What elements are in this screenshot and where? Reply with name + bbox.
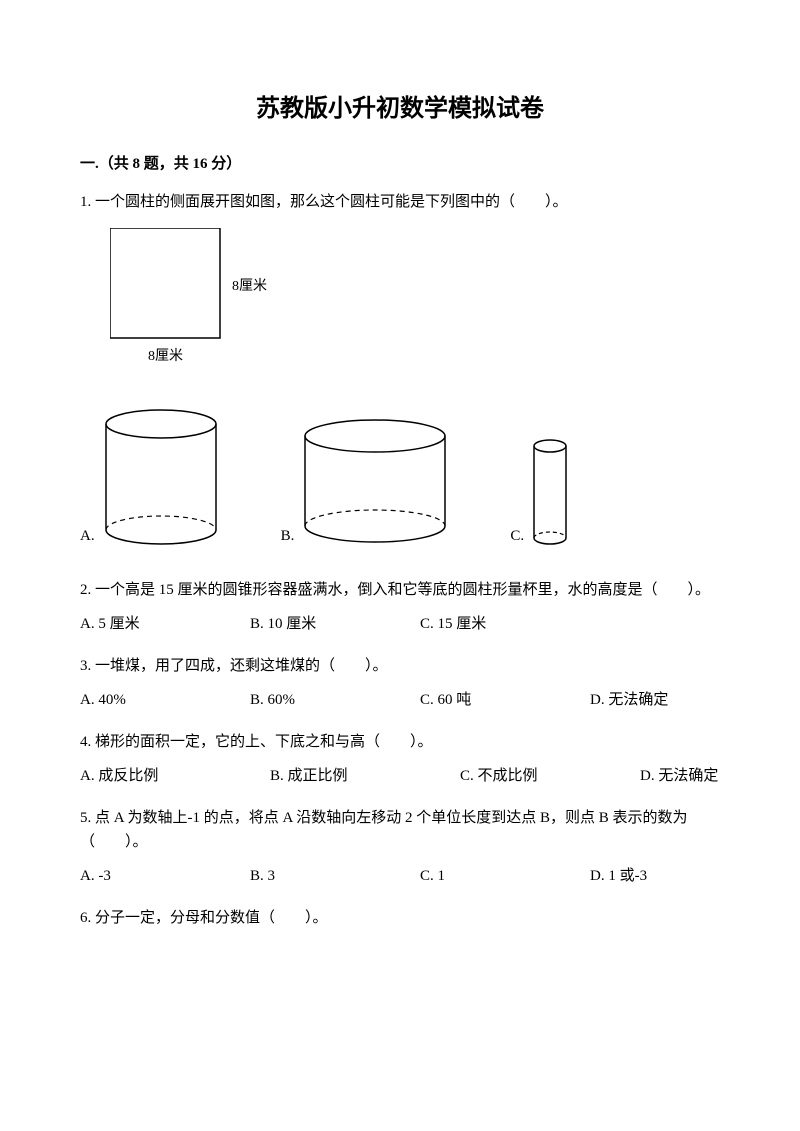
q2-opt-b: B. 10 厘米 [250, 612, 420, 636]
section-header: 一.（共 8 题，共 16 分） [80, 152, 720, 176]
q1-opt-c-label: C. [510, 524, 524, 548]
question-5: 5. 点 A 为数轴上-1 的点，将点 A 沿数轴向左移动 2 个单位长度到达点… [80, 806, 720, 888]
q2-opt-a: A. 5 厘米 [80, 612, 250, 636]
q3-opt-b: B. 60% [250, 688, 420, 712]
question-2: 2. 一个高是 15 厘米的圆锥形容器盛满水，倒入和它等底的圆柱形量杯里，水的高… [80, 578, 720, 636]
square-svg: 8厘米 8厘米 [110, 228, 310, 378]
q5-text: 5. 点 A 为数轴上-1 的点，将点 A 沿数轴向左移动 2 个单位长度到达点… [80, 806, 720, 854]
question-6: 6. 分子一定，分母和分数值（ ）。 [80, 906, 720, 930]
q2-options: A. 5 厘米 B. 10 厘米 C. 15 厘米 [80, 612, 720, 636]
question-3: 3. 一堆煤，用了四成，还剩这堆煤的（ ）。 A. 40% B. 60% C. … [80, 654, 720, 712]
q2-opt-c: C. 15 厘米 [420, 612, 590, 636]
q5-opt-d: D. 1 或-3 [590, 864, 710, 888]
q4-text: 4. 梯形的面积一定，它的上、下底之和与高（ ）。 [80, 730, 720, 754]
question-4: 4. 梯形的面积一定，它的上、下底之和与高（ ）。 A. 成反比例 B. 成正比… [80, 730, 720, 788]
q3-opt-a: A. 40% [80, 688, 250, 712]
q3-opt-c: C. 60 吨 [420, 688, 590, 712]
q1-opt-b-label: B. [281, 524, 295, 548]
question-1: 1. 一个圆柱的侧面展开图如图，那么这个圆柱可能是下列图中的（ ）。 8厘米 8… [80, 190, 720, 548]
q4-options: A. 成反比例 B. 成正比例 C. 不成比例 D. 无法确定 [80, 764, 720, 788]
q4-opt-c: C. 不成比例 [460, 764, 640, 788]
cylinder-b-icon [300, 418, 450, 548]
q3-opt-d: D. 无法确定 [590, 688, 710, 712]
q4-opt-b: B. 成正比例 [270, 764, 460, 788]
q3-text: 3. 一堆煤，用了四成，还剩这堆煤的（ ）。 [80, 654, 720, 678]
q6-text: 6. 分子一定，分母和分数值（ ）。 [80, 906, 720, 930]
square-label-bottom: 8厘米 [148, 348, 183, 364]
q2-text: 2. 一个高是 15 厘米的圆锥形容器盛满水，倒入和它等底的圆柱形量杯里，水的高… [80, 578, 720, 602]
q5-opt-b: B. 3 [250, 864, 420, 888]
q1-cylinder-row: A. B. C. [80, 408, 720, 548]
q1-square-figure: 8厘米 8厘米 [110, 228, 720, 386]
q3-options: A. 40% B. 60% C. 60 吨 D. 无法确定 [80, 688, 720, 712]
cylinder-c-icon [530, 438, 570, 548]
square-label-right: 8厘米 [232, 278, 267, 294]
cylinder-a-icon [101, 408, 221, 548]
q5-options: A. -3 B. 3 C. 1 D. 1 或-3 [80, 864, 720, 888]
q1-opt-a-label: A. [80, 524, 95, 548]
q5-opt-c: C. 1 [420, 864, 590, 888]
q4-opt-d: D. 无法确定 [640, 764, 718, 788]
q5-opt-a: A. -3 [80, 864, 250, 888]
q1-text: 1. 一个圆柱的侧面展开图如图，那么这个圆柱可能是下列图中的（ ）。 [80, 190, 720, 214]
q4-opt-a: A. 成反比例 [80, 764, 270, 788]
page-title: 苏教版小升初数学模拟试卷 [80, 90, 720, 128]
